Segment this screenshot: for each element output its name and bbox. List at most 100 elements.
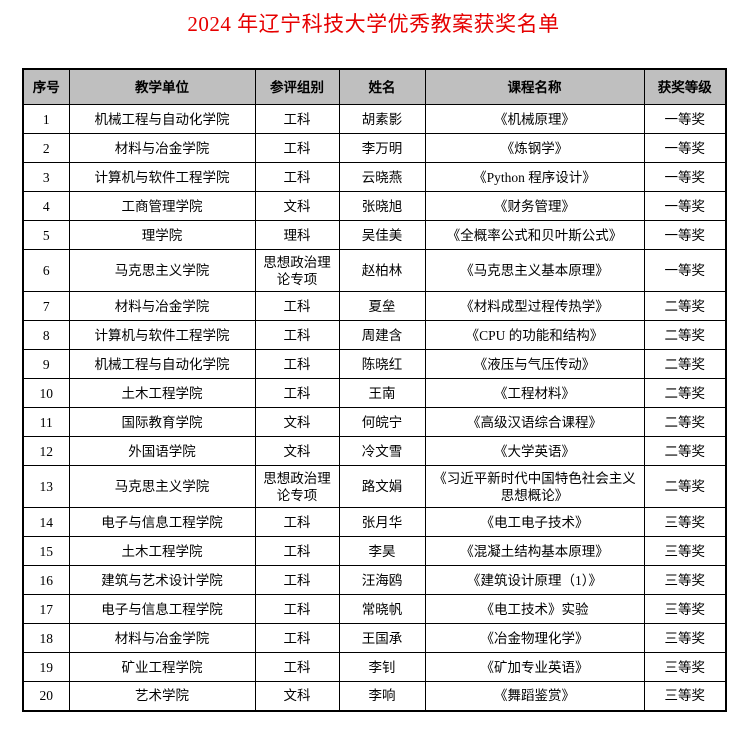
table-row: 8 计算机与软件工程学院 工科 周建含 《CPU 的功能和结构》 二等奖 <box>22 320 727 350</box>
cell-group: 工科 <box>254 162 340 192</box>
table-row: 3 计算机与软件工程学院 工科 云晓燕 《Python 程序设计》 一等奖 <box>22 162 727 192</box>
cell-course: 《材料成型过程传热学》 <box>424 291 645 321</box>
cell-award: 二等奖 <box>643 349 727 379</box>
cell-course: 《炼钢学》 <box>424 133 645 163</box>
cell-name: 李响 <box>338 681 426 711</box>
cell-course: 《液压与气压传动》 <box>424 349 645 379</box>
table-row: 1 机械工程与自动化学院 工科 胡素影 《机械原理》 一等奖 <box>22 104 727 134</box>
cell-award: 一等奖 <box>643 133 727 163</box>
cell-award: 一等奖 <box>643 249 727 292</box>
cell-unit: 机械工程与自动化学院 <box>68 349 256 379</box>
page-title: 2024 年辽宁科技大学优秀教案获奖名单 <box>187 12 560 36</box>
cell-no: 14 <box>22 507 70 537</box>
cell-name: 云晓燕 <box>338 162 426 192</box>
cell-no: 6 <box>22 249 70 292</box>
cell-no: 19 <box>22 652 70 682</box>
cell-course: 《冶金物理化学》 <box>424 623 645 653</box>
cell-course: 《习近平新时代中国特色社会主义思想概论》 <box>424 465 645 508</box>
cell-no: 20 <box>22 681 70 711</box>
cell-name: 胡素影 <box>338 104 426 134</box>
cell-course: 《电工技术》实验 <box>424 594 645 624</box>
cell-name: 冷文雪 <box>338 436 426 466</box>
cell-name: 周建含 <box>338 320 426 350</box>
table-row: 6 马克思主义学院 思想政治理论专项 赵柏林 《马克思主义基本原理》 一等奖 <box>22 249 727 292</box>
cell-name: 张晓旭 <box>338 191 426 221</box>
cell-no: 18 <box>22 623 70 653</box>
cell-unit: 材料与冶金学院 <box>68 291 256 321</box>
cell-course: 《舞蹈鉴赏》 <box>424 681 645 711</box>
cell-group: 工科 <box>254 507 340 537</box>
column-header-course: 课程名称 <box>424 68 645 105</box>
cell-award: 三等奖 <box>643 507 727 537</box>
cell-course: 《建筑设计原理（1）》 <box>424 565 645 595</box>
table-row: 2 材料与冶金学院 工科 李万明 《炼钢学》 一等奖 <box>22 133 727 163</box>
table-row: 14 电子与信息工程学院 工科 张月华 《电工电子技术》 三等奖 <box>22 507 727 537</box>
cell-award: 二等奖 <box>643 465 727 508</box>
cell-group: 思想政治理论专项 <box>254 465 340 508</box>
cell-course: 《机械原理》 <box>424 104 645 134</box>
column-header-no: 序号 <box>22 68 70 105</box>
cell-unit: 建筑与艺术设计学院 <box>68 565 256 595</box>
cell-no: 11 <box>22 407 70 437</box>
column-header-award: 获奖等级 <box>643 68 727 105</box>
table-row: 20 艺术学院 文科 李响 《舞蹈鉴赏》 三等奖 <box>22 681 727 711</box>
cell-no: 1 <box>22 104 70 134</box>
table-row: 15 土木工程学院 工科 李昊 《混凝土结构基本原理》 三等奖 <box>22 536 727 566</box>
cell-unit: 土木工程学院 <box>68 378 256 408</box>
cell-unit: 马克思主义学院 <box>68 465 256 508</box>
cell-unit: 国际教育学院 <box>68 407 256 437</box>
table-row: 11 国际教育学院 文科 何皖宁 《高级汉语综合课程》 二等奖 <box>22 407 727 437</box>
cell-course: 《高级汉语综合课程》 <box>424 407 645 437</box>
cell-group: 文科 <box>254 191 340 221</box>
cell-award: 二等奖 <box>643 320 727 350</box>
cell-award: 二等奖 <box>643 407 727 437</box>
column-header-name: 姓名 <box>338 68 426 105</box>
table-row: 10 土木工程学院 工科 王南 《工程材料》 二等奖 <box>22 378 727 408</box>
cell-group: 工科 <box>254 594 340 624</box>
cell-course: 《CPU 的功能和结构》 <box>424 320 645 350</box>
cell-no: 12 <box>22 436 70 466</box>
cell-course: 《矿加专业英语》 <box>424 652 645 682</box>
cell-name: 何皖宁 <box>338 407 426 437</box>
cell-award: 二等奖 <box>643 378 727 408</box>
cell-group: 工科 <box>254 536 340 566</box>
cell-unit: 外国语学院 <box>68 436 256 466</box>
table-row: 7 材料与冶金学院 工科 夏垒 《材料成型过程传热学》 二等奖 <box>22 291 727 321</box>
table-row: 4 工商管理学院 文科 张晓旭 《财务管理》 一等奖 <box>22 191 727 221</box>
table-row: 18 材料与冶金学院 工科 王国承 《冶金物理化学》 三等奖 <box>22 623 727 653</box>
table-row: 19 矿业工程学院 工科 李钊 《矿加专业英语》 三等奖 <box>22 652 727 682</box>
cell-name: 李钊 <box>338 652 426 682</box>
cell-course: 《财务管理》 <box>424 191 645 221</box>
cell-course: 《全概率公式和贝叶斯公式》 <box>424 220 645 250</box>
table-row: 17 电子与信息工程学院 工科 常晓帆 《电工技术》实验 三等奖 <box>22 594 727 624</box>
cell-course: 《混凝土结构基本原理》 <box>424 536 645 566</box>
table-body: 1 机械工程与自动化学院 工科 胡素影 《机械原理》 一等奖 2 材料与冶金学院 工科 李万明 《炼… <box>22 104 727 711</box>
cell-no: 17 <box>22 594 70 624</box>
cell-no: 9 <box>22 349 70 379</box>
cell-no: 3 <box>22 162 70 192</box>
cell-award: 一等奖 <box>643 220 727 250</box>
cell-award: 二等奖 <box>643 436 727 466</box>
cell-award: 三等奖 <box>643 565 727 595</box>
cell-unit: 材料与冶金学院 <box>68 623 256 653</box>
cell-group: 工科 <box>254 133 340 163</box>
cell-course: 《Python 程序设计》 <box>424 162 645 192</box>
cell-group: 工科 <box>254 565 340 595</box>
table-row: 5 理学院 理科 吴佳美 《全概率公式和贝叶斯公式》 一等奖 <box>22 220 727 250</box>
cell-course: 《工程材料》 <box>424 378 645 408</box>
table-row: 12 外国语学院 文科 冷文雪 《大学英语》 二等奖 <box>22 436 727 466</box>
cell-no: 7 <box>22 291 70 321</box>
cell-unit: 工商管理学院 <box>68 191 256 221</box>
cell-no: 2 <box>22 133 70 163</box>
cell-name: 吴佳美 <box>338 220 426 250</box>
cell-no: 15 <box>22 536 70 566</box>
cell-award: 三等奖 <box>643 536 727 566</box>
cell-award: 三等奖 <box>643 681 727 711</box>
cell-award: 三等奖 <box>643 623 727 653</box>
cell-group: 工科 <box>254 349 340 379</box>
cell-name: 张月华 <box>338 507 426 537</box>
cell-no: 8 <box>22 320 70 350</box>
cell-name: 夏垒 <box>338 291 426 321</box>
cell-group: 文科 <box>254 407 340 437</box>
